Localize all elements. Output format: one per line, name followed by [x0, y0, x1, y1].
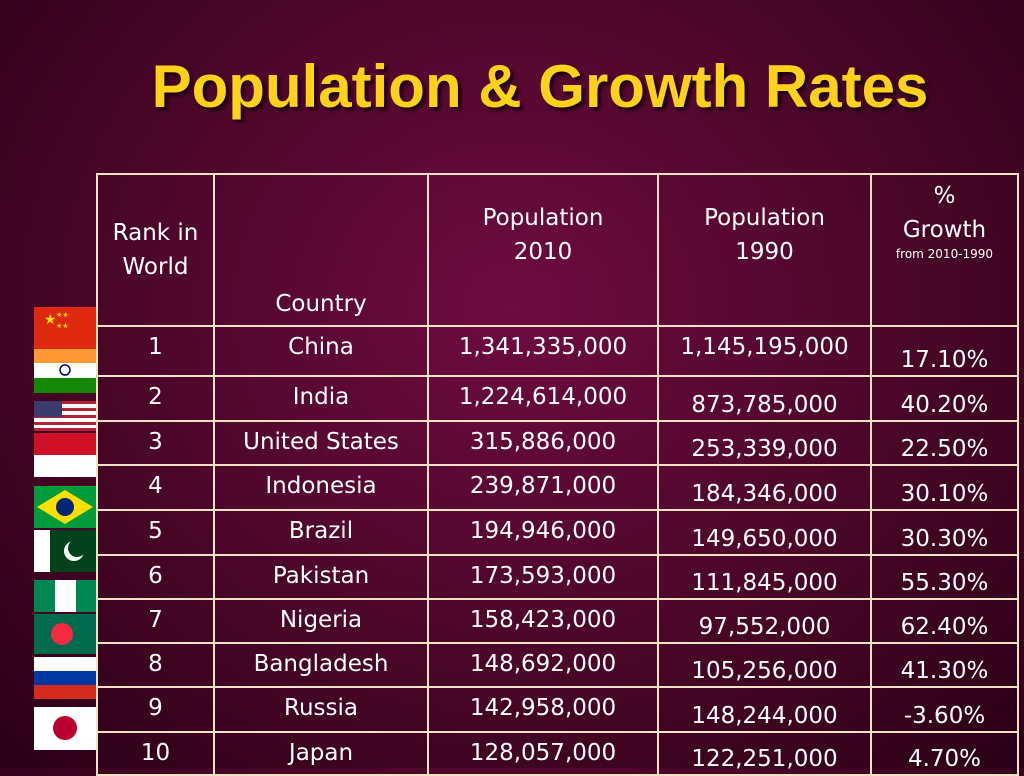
table-cell: 184,346,000	[657, 464, 872, 511]
table-cell: 315,886,000	[427, 420, 659, 466]
header-note: from 2010-1990	[895, 247, 994, 261]
slide-title: Population & Growth Rates	[151, 53, 929, 120]
table-row: 8 Bangladesh 148,692,000 105,256,000 41.30%	[96, 642, 1019, 688]
flag-russia	[34, 657, 97, 699]
table-cell: 17.10%	[870, 325, 1019, 377]
header-cell: Rank in World	[96, 173, 215, 327]
header-text: Rank in	[112, 220, 199, 246]
header-cell: Population 1990	[657, 173, 872, 327]
header-text: %	[933, 183, 956, 209]
table-cell: 1,224,614,000	[427, 375, 659, 422]
table-cell: 6	[96, 554, 215, 600]
flag-usa	[34, 401, 97, 431]
table-cell: 194,946,000	[427, 509, 659, 556]
table-cell: China	[213, 325, 429, 377]
header-text: Growth	[902, 217, 987, 243]
table-cell: 30.30%	[870, 509, 1019, 556]
table-row: 5 Brazil 194,946,000 149,650,000 30.30%	[96, 509, 1019, 556]
table-cell: 148,692,000	[427, 642, 659, 688]
header-cell: % Growth from 2010-1990	[870, 173, 1019, 327]
table-cell: -3.60%	[870, 686, 1019, 733]
flag-bangladesh	[34, 614, 97, 654]
table-cell: 1,341,335,000	[427, 325, 659, 377]
table-row: 4 Indonesia 239,871,000 184,346,000 30.10%	[96, 464, 1019, 511]
flag-pakistan	[34, 530, 97, 572]
table-cell: 7	[96, 598, 215, 644]
table-cell: 41.30%	[870, 642, 1019, 688]
table-cell: 62.40%	[870, 598, 1019, 644]
table-cell: 158,423,000	[427, 598, 659, 644]
table-row: 6 Pakistan 173,593,000 111,845,000 55.30%	[96, 554, 1019, 600]
table-cell: 1,145,195,000	[657, 325, 872, 377]
svg-text:★★: ★★	[56, 322, 69, 330]
header-cell: Country	[213, 173, 429, 327]
table-cell: 173,593,000	[427, 554, 659, 600]
table-row: 9 Russia 142,958,000 148,244,000 -3.60%	[96, 686, 1019, 733]
flag-indonesia	[34, 433, 97, 477]
flag-china: ★ ★★★★	[34, 307, 97, 349]
svg-text:★★: ★★	[56, 311, 69, 319]
table-cell: Bangladesh	[213, 642, 429, 688]
table-cell: United States	[213, 420, 429, 466]
table-cell: 4.70%	[870, 731, 1019, 776]
table-cell: Japan	[213, 731, 429, 776]
header-row: Rank in World Country Population 2010 Populat…	[96, 173, 1019, 327]
table-cell: 4	[96, 464, 215, 511]
header-text: 1990	[735, 239, 794, 265]
table-cell: 128,057,000	[427, 731, 659, 776]
table-cell: 5	[96, 509, 215, 556]
flag-japan	[34, 707, 97, 750]
table-cell: 55.30%	[870, 554, 1019, 600]
header-text: Country	[275, 291, 367, 317]
table-cell: Brazil	[213, 509, 429, 556]
table-cell: 253,339,000	[657, 420, 872, 466]
table-row: 2 India 1,224,614,000 873,785,000 40.20%	[96, 375, 1019, 422]
table-cell: 97,552,000	[657, 598, 872, 644]
table-row: 7 Nigeria 158,423,000 97,552,000 62.40%	[96, 598, 1019, 644]
table-cell: Indonesia	[213, 464, 429, 511]
table-cell: 873,785,000	[657, 375, 872, 422]
flag-nigeria	[34, 580, 97, 612]
table-cell: India	[213, 375, 429, 422]
flag-india	[34, 349, 97, 393]
svg-text:★: ★	[44, 312, 57, 328]
population-table: Rank in World Country Population 2010 Populat…	[96, 173, 1019, 776]
table-cell: 105,256,000	[657, 642, 872, 688]
table-cell: 3	[96, 420, 215, 466]
table-cell: 111,845,000	[657, 554, 872, 600]
flags: ★ ★★★★	[34, 307, 97, 750]
table-cell: 149,650,000	[657, 509, 872, 556]
table-cell: 22.50%	[870, 420, 1019, 466]
header-text: 2010	[513, 239, 573, 265]
table-cell: 30.10%	[870, 464, 1019, 511]
table-cell: 2	[96, 375, 215, 422]
table-cell: 148,244,000	[657, 686, 872, 733]
table-cell: 142,958,000	[427, 686, 659, 733]
table-row: 10 Japan 128,057,000 122,251,000 4.70%	[96, 731, 1019, 776]
flag-brazil	[34, 486, 97, 528]
table-row: 1 China 1,341,335,000 1,145,195,000 17.10%	[96, 325, 1019, 377]
table-cell: Nigeria	[213, 598, 429, 644]
header-cell: Population 2010	[427, 173, 659, 327]
table-cell: Pakistan	[213, 554, 429, 600]
table-cell: Russia	[213, 686, 429, 733]
table-cell: 9	[96, 686, 215, 733]
header-text: Population	[482, 205, 604, 231]
table-cell: 10	[96, 731, 215, 776]
table-cell: 122,251,000	[657, 731, 872, 776]
table-cell: 239,871,000	[427, 464, 659, 511]
table-row: 3 United States 315,886,000 253,339,000 22.5…	[96, 420, 1019, 466]
table-cell: 1	[96, 325, 215, 377]
table-cell: 40.20%	[870, 375, 1019, 422]
table-cell: 8	[96, 642, 215, 688]
header-text: Population	[704, 205, 825, 231]
header-text: World	[122, 254, 189, 280]
